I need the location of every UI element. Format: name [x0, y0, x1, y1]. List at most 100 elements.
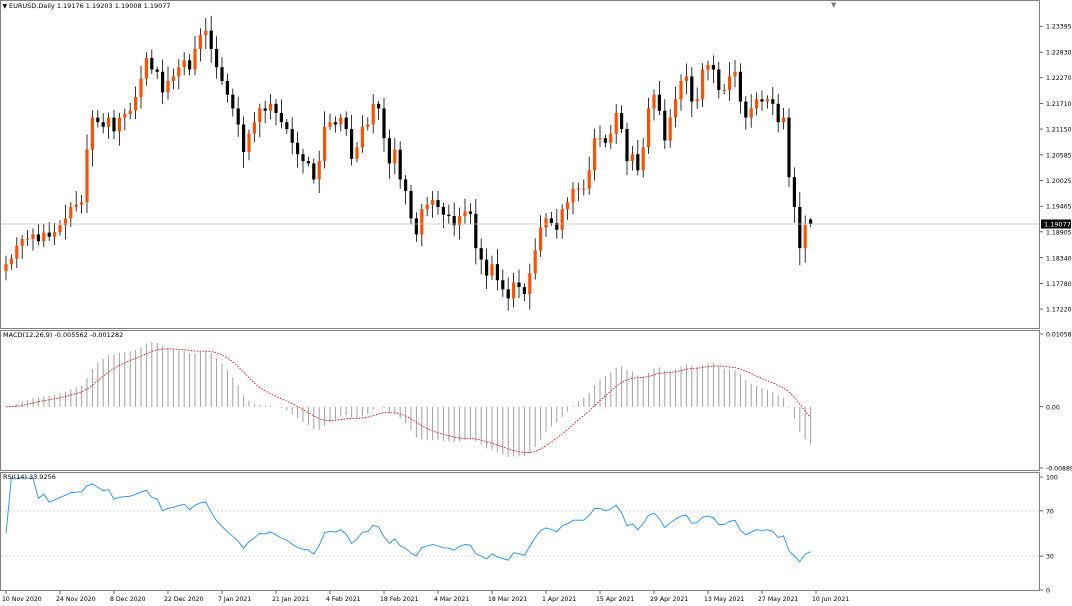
candle[interactable]: [522, 283, 526, 302]
candle[interactable]: [652, 89, 656, 121]
candle[interactable]: [560, 204, 564, 239]
candle[interactable]: [625, 122, 629, 176]
candle[interactable]: [528, 263, 532, 310]
candle[interactable]: [328, 113, 332, 131]
candle[interactable]: [90, 110, 94, 167]
candle[interactable]: [58, 220, 62, 236]
candle[interactable]: [85, 134, 89, 214]
candle[interactable]: [128, 102, 132, 120]
chart-menu-icon[interactable]: ▼: [3, 3, 8, 10]
candle[interactable]: [782, 107, 786, 130]
candle[interactable]: [306, 156, 310, 167]
candle[interactable]: [787, 108, 791, 188]
candle[interactable]: [42, 223, 46, 248]
candle[interactable]: [20, 235, 24, 259]
candle[interactable]: [301, 148, 305, 174]
candle[interactable]: [371, 94, 375, 134]
candle[interactable]: [350, 114, 354, 166]
candle[interactable]: [620, 105, 624, 134]
candle[interactable]: [684, 63, 688, 95]
candle[interactable]: [479, 238, 483, 275]
candle[interactable]: [614, 104, 618, 144]
candle[interactable]: [252, 112, 256, 143]
candle[interactable]: [549, 212, 553, 226]
candle[interactable]: [711, 55, 715, 84]
candle[interactable]: [717, 61, 721, 99]
candle[interactable]: [360, 115, 364, 153]
candle[interactable]: [26, 229, 30, 246]
candle[interactable]: [4, 255, 8, 281]
candle[interactable]: [517, 269, 521, 299]
candle[interactable]: [506, 277, 510, 311]
candle[interactable]: [485, 248, 489, 290]
candle[interactable]: [792, 167, 796, 223]
candle[interactable]: [269, 94, 273, 120]
candle[interactable]: [636, 140, 640, 176]
candle[interactable]: [215, 36, 219, 79]
candle[interactable]: [339, 113, 343, 132]
candle[interactable]: [204, 17, 208, 49]
candle[interactable]: [463, 198, 467, 224]
candle[interactable]: [593, 128, 597, 181]
candle[interactable]: [674, 86, 678, 128]
candle[interactable]: [312, 158, 316, 184]
candle[interactable]: [387, 129, 391, 179]
candle[interactable]: [155, 66, 159, 80]
candle[interactable]: [414, 212, 418, 242]
candle[interactable]: [15, 237, 19, 269]
candle[interactable]: [290, 117, 294, 155]
candle[interactable]: [96, 109, 100, 128]
candle[interactable]: [690, 67, 694, 118]
candle[interactable]: [755, 92, 759, 116]
candle[interactable]: [533, 238, 537, 280]
candle[interactable]: [728, 62, 732, 101]
candle[interactable]: [247, 129, 251, 161]
candle[interactable]: [139, 65, 143, 109]
candle[interactable]: [220, 57, 224, 85]
candle[interactable]: [382, 97, 386, 152]
candle[interactable]: [420, 204, 424, 247]
candle[interactable]: [393, 137, 397, 175]
candle[interactable]: [576, 182, 580, 202]
candle[interactable]: [258, 103, 262, 138]
candle[interactable]: [431, 191, 435, 218]
candle[interactable]: [225, 73, 229, 103]
candle[interactable]: [134, 86, 138, 119]
candle[interactable]: [161, 59, 165, 105]
rsi-panel[interactable]: [0, 472, 1040, 591]
candle[interactable]: [36, 223, 40, 246]
candle[interactable]: [409, 184, 413, 225]
candle[interactable]: [598, 125, 602, 148]
candle[interactable]: [490, 255, 494, 280]
candle[interactable]: [695, 87, 699, 109]
candle[interactable]: [571, 182, 575, 215]
candle[interactable]: [657, 81, 661, 115]
candle[interactable]: [47, 222, 51, 242]
candle[interactable]: [501, 269, 505, 298]
candle[interactable]: [53, 222, 57, 246]
candle[interactable]: [733, 59, 737, 88]
candle[interactable]: [630, 146, 634, 171]
candle[interactable]: [587, 156, 591, 195]
candle[interactable]: [668, 109, 672, 148]
candle[interactable]: [679, 74, 683, 111]
shift-marker-icon[interactable]: ▼: [831, 1, 837, 9]
candle[interactable]: [425, 196, 429, 217]
candle[interactable]: [263, 100, 267, 124]
candle[interactable]: [474, 199, 478, 265]
candle[interactable]: [771, 87, 775, 116]
candle[interactable]: [107, 112, 111, 139]
macd-panel[interactable]: [0, 330, 1040, 471]
candle[interactable]: [647, 97, 651, 154]
candle[interactable]: [744, 96, 748, 130]
candle[interactable]: [9, 254, 13, 270]
candle[interactable]: [512, 272, 516, 308]
candle[interactable]: [641, 138, 645, 178]
candle[interactable]: [603, 134, 607, 148]
candle[interactable]: [458, 207, 462, 240]
candle[interactable]: [566, 197, 570, 220]
candle[interactable]: [188, 54, 192, 76]
candle[interactable]: [582, 179, 586, 196]
candle[interactable]: [242, 116, 246, 168]
